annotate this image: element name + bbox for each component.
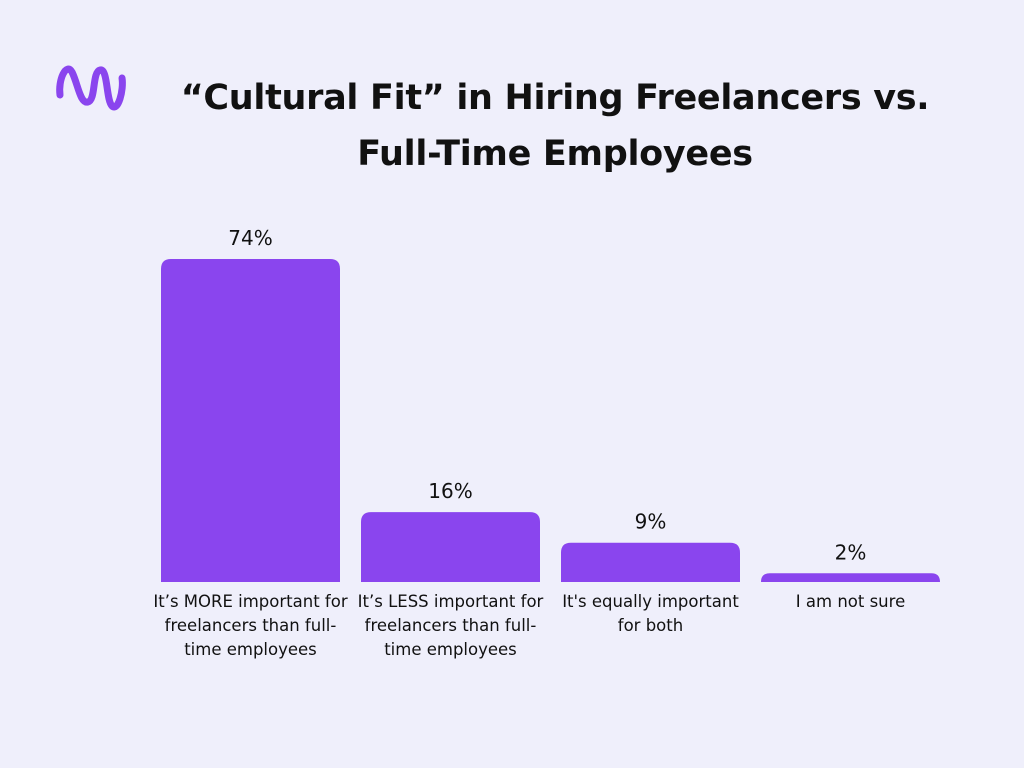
category-label: I am not sure (795, 592, 906, 611)
value-label: 2% (835, 540, 867, 564)
value-label: 16% (428, 479, 472, 503)
bar (561, 542, 740, 582)
value-label: 9% (635, 510, 667, 534)
category-label: It’s MORE important for freelancers than… (153, 592, 348, 659)
logo (56, 65, 126, 111)
category-label: It's equally important for both (562, 592, 739, 635)
bar (361, 512, 540, 582)
chart-title: “Cultural Fit” in Hiring Freelancers vs.… (180, 78, 930, 174)
value-label: 74% (228, 226, 272, 250)
bar (161, 258, 340, 582)
category-label: It’s LESS important for freelancers than… (357, 592, 544, 659)
bar (761, 573, 940, 582)
